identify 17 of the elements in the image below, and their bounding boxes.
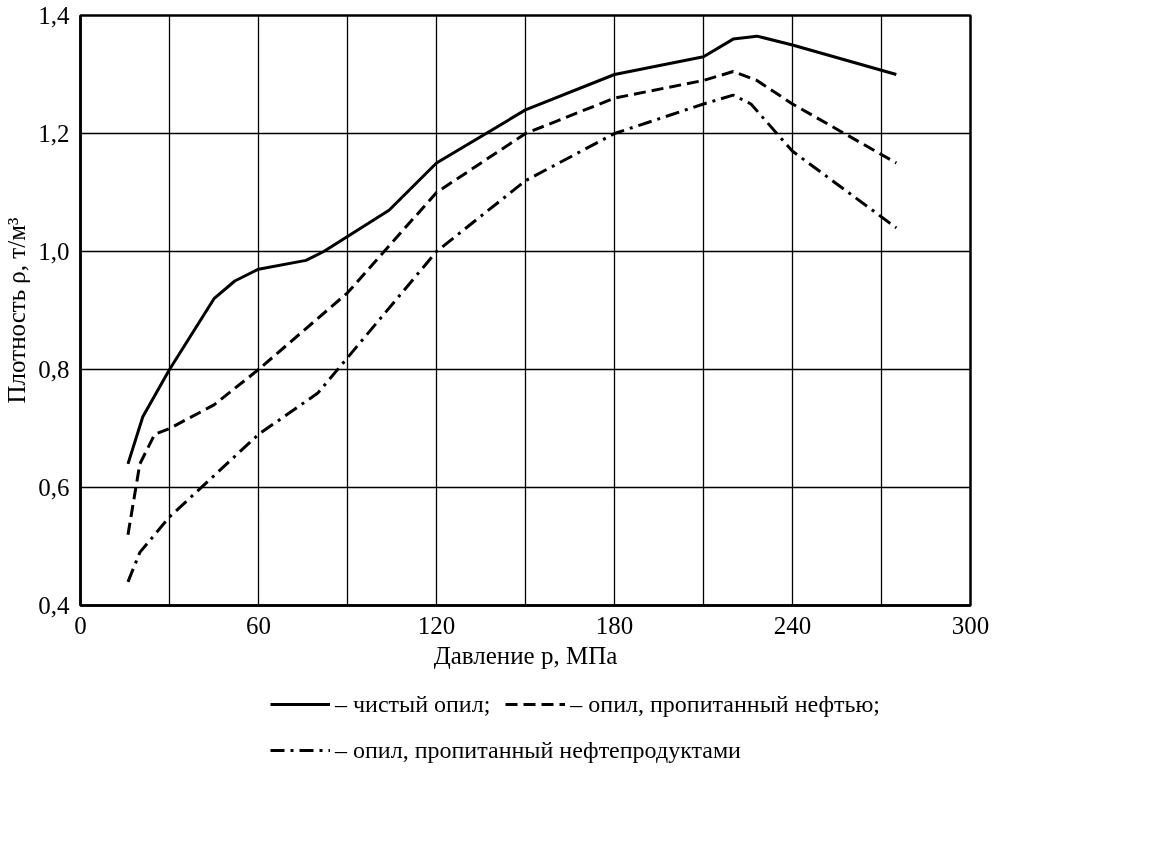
x-tick-label: 180	[595, 611, 634, 639]
x-tick-label: 60	[246, 611, 271, 639]
y-tick-label: 0,8	[38, 356, 70, 383]
x-axis-title: Давление p, МПа	[433, 641, 618, 669]
y-tick-label: 0,4	[38, 592, 70, 619]
legend-label: – опил, пропитанный нефтепродуктами	[335, 735, 741, 765]
legend-label: – чистый опил;	[335, 689, 491, 719]
x-tick-label: 120	[417, 611, 456, 639]
x-tick-label: 240	[773, 611, 812, 639]
y-tick-label: 0,6	[38, 474, 70, 501]
x-tick-label: 300	[951, 611, 990, 639]
legend-label: – опил, пропитанный нефтью;	[570, 689, 881, 719]
y-tick-label: 1,0	[38, 238, 70, 265]
y-axis-title: Плотность ρ, т/м³	[3, 217, 31, 404]
x-tick-label: 0	[74, 611, 87, 639]
y-tick-label: 1,4	[38, 2, 70, 29]
y-tick-label: 1,2	[38, 120, 70, 147]
